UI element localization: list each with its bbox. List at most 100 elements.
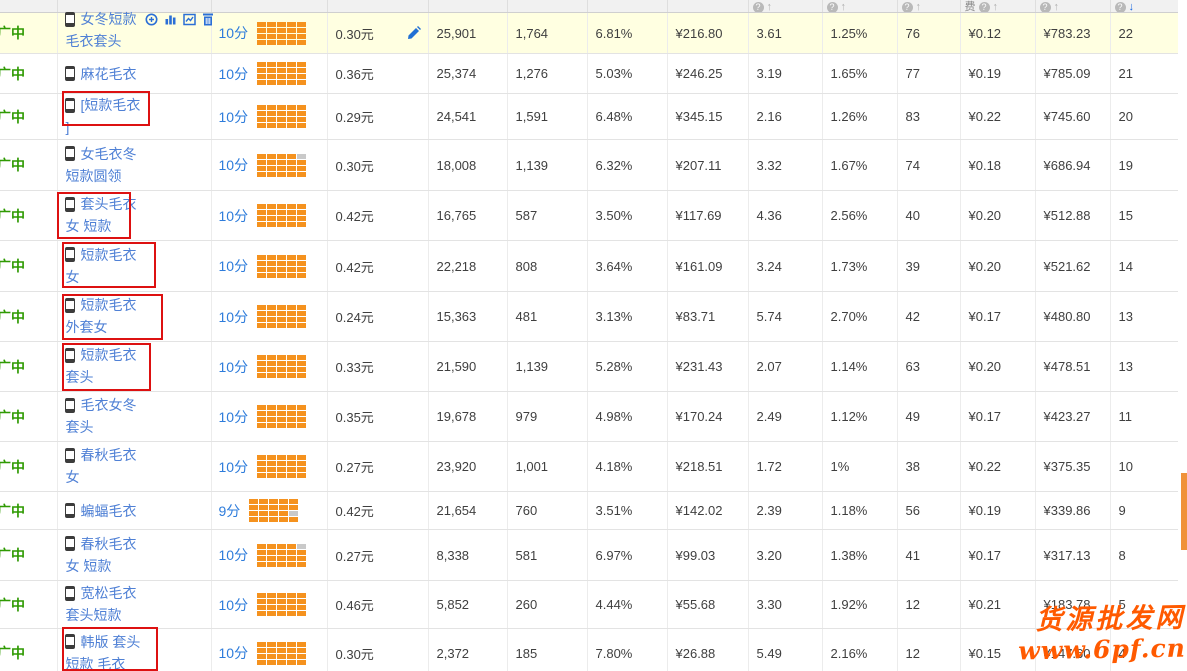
keyword-cell: 宽松毛衣 套头短款 — [57, 580, 212, 629]
quality-score[interactable]: 9分 — [218, 502, 241, 519]
help-icon[interactable]: ? — [1039, 1, 1051, 12]
score-block — [277, 305, 287, 310]
sort-ascending-icon[interactable]: ↑ — [766, 1, 773, 13]
score-block — [277, 74, 287, 79]
score-block — [257, 405, 267, 410]
scrollbar-thumb[interactable] — [1181, 473, 1187, 550]
bid-price-cell: 0.42元 — [327, 190, 429, 241]
keyword-link-line2[interactable]: 短款 毛衣 — [65, 655, 126, 671]
metric-cell: 5.03% — [587, 53, 668, 94]
score-block — [257, 593, 267, 598]
metric-cell: 760 — [507, 491, 588, 530]
bid-price-cell: 0.30元 — [327, 12, 429, 54]
bar-chart-icon[interactable] — [164, 13, 177, 26]
quality-score[interactable]: 10分 — [218, 408, 249, 425]
score-block — [297, 260, 307, 266]
keyword-link-line2[interactable]: 外套女 — [65, 319, 108, 335]
score-block — [297, 355, 307, 360]
sort-descending-icon[interactable]: ↓ — [1128, 1, 1135, 13]
quality-score[interactable]: 10分 — [218, 157, 249, 173]
keyword-link[interactable]: 蝙蝠毛衣 — [80, 502, 137, 519]
keyword-link[interactable]: 短款毛衣 — [80, 297, 137, 313]
keyword-link[interactable]: 宽松毛衣 — [80, 585, 137, 601]
keyword-link-line2[interactable]: ] — [65, 119, 70, 135]
keyword-link-line2[interactable]: 短款圆领 — [65, 167, 122, 184]
keyword-link[interactable]: 女冬短款 — [80, 11, 137, 27]
keyword-link-line2[interactable]: 女 短款 — [65, 218, 112, 234]
score-block — [257, 555, 267, 561]
keyword-link[interactable]: 短款毛衣 — [80, 246, 137, 263]
column-header — [57, 0, 212, 13]
score-block — [277, 21, 287, 27]
metric-cell: 1,139 — [507, 139, 588, 191]
help-icon[interactable]: ? — [978, 1, 990, 12]
help-icon[interactable]: ? — [826, 1, 838, 12]
quality-score[interactable]: 10分 — [218, 547, 249, 563]
score-block — [279, 511, 289, 516]
score-block — [257, 455, 267, 460]
score-block — [287, 21, 297, 27]
mobile-device-icon — [64, 634, 75, 649]
status-cell: 推广中 — [0, 441, 58, 492]
help-icon[interactable]: ? — [752, 1, 764, 12]
keyword-link[interactable]: 毛衣女冬 — [80, 397, 137, 413]
score-block — [277, 561, 287, 567]
quality-score[interactable]: 10分 — [218, 65, 249, 82]
keyword-link-line2[interactable]: 套头 — [65, 419, 94, 435]
keyword-table-body: 推广中 女冬短款 毛衣套头 — [0, 11, 1179, 671]
keyword-link[interactable]: 韩版 套头 — [80, 633, 141, 650]
sort-ascending-icon[interactable]: ↑ — [915, 1, 922, 13]
quality-score[interactable]: 10分 — [218, 25, 249, 41]
keyword-link[interactable]: 套头毛衣 — [80, 196, 137, 212]
trend-chart-icon[interactable] — [182, 13, 196, 26]
keyword-link-line2[interactable]: 毛衣套头 — [65, 33, 122, 49]
keyword-link[interactable]: 短款毛衣 — [80, 347, 137, 363]
status-cell: 推广中 — [0, 291, 58, 342]
metric-cell: 2.16% — [822, 628, 898, 671]
keyword-link[interactable]: [短款毛衣 — [80, 97, 141, 113]
sort-ascending-icon[interactable]: ↑ — [840, 1, 847, 13]
bid-price: 0.30元 — [335, 26, 374, 42]
score-block — [277, 171, 287, 177]
score-block — [287, 373, 297, 378]
quality-score[interactable]: 10分 — [218, 258, 249, 274]
keyword-link-line2[interactable]: 女 — [65, 268, 80, 285]
score-block — [257, 260, 267, 266]
keyword-link[interactable]: 春秋毛衣 — [80, 447, 137, 463]
score-block — [267, 549, 277, 555]
bid-price-cell: 0.30元 — [327, 139, 429, 191]
quality-score[interactable]: 10分 — [218, 108, 249, 125]
bid-price: 0.29元 — [335, 110, 374, 125]
sort-ascending-icon[interactable]: ↑ — [1053, 1, 1060, 13]
quality-score[interactable]: 10分 — [218, 596, 249, 613]
metric-cell: ¥0.12 — [960, 12, 1036, 54]
insight-icon[interactable] — [145, 13, 158, 26]
score-block — [287, 165, 297, 171]
score-block — [277, 467, 287, 472]
keyword-link[interactable]: 麻花毛衣 — [80, 65, 137, 82]
score-block — [257, 611, 267, 616]
help-icon[interactable]: ? — [1114, 1, 1126, 12]
keyword-link[interactable]: 女毛衣冬 — [80, 145, 137, 162]
keyword-link-line2[interactable]: 女 短款 — [65, 557, 112, 574]
quality-score[interactable]: 10分 — [218, 308, 249, 325]
keyword-link[interactable]: 春秋毛衣 — [80, 535, 137, 552]
promotion-status-label: 推广中 — [0, 308, 25, 325]
help-icon[interactable]: ? — [901, 1, 913, 12]
table-row: 推广中 短款毛衣 外套女 10分 0.24元 — [0, 291, 1179, 342]
quality-score[interactable]: 10分 — [218, 358, 249, 375]
keyword-link-line2[interactable]: 套头短款 — [65, 607, 122, 623]
sort-ascending-icon[interactable]: ↑ — [992, 1, 999, 13]
quality-score[interactable]: 10分 — [218, 645, 249, 661]
quality-score[interactable]: 10分 — [218, 458, 249, 475]
metric-cell: 3.64% — [587, 240, 668, 292]
score-block — [267, 647, 277, 653]
edit-bid-icon[interactable] — [406, 25, 422, 41]
keyword-link-line2[interactable]: 女 — [65, 469, 80, 485]
keyword-link-line2[interactable]: 套头 — [65, 369, 94, 385]
quality-score-bars — [257, 641, 307, 665]
quality-score[interactable]: 10分 — [218, 207, 249, 224]
bid-price-cell: 0.46元 — [327, 580, 429, 629]
delete-icon[interactable] — [202, 13, 214, 26]
score-block — [297, 659, 307, 665]
